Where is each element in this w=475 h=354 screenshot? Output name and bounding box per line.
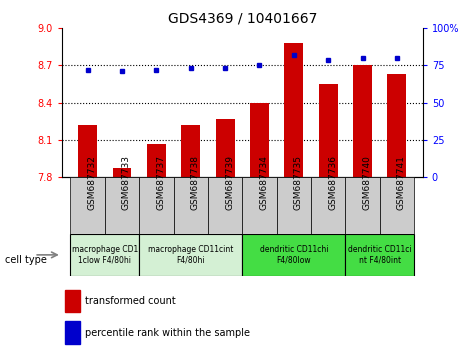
Bar bbox=[113, 168, 132, 177]
Text: GSM687734: GSM687734 bbox=[259, 155, 268, 210]
Bar bbox=[345, 234, 414, 276]
Text: percentile rank within the sample: percentile rank within the sample bbox=[85, 328, 250, 338]
Text: macrophage CD1
1clow F4/80hi: macrophage CD1 1clow F4/80hi bbox=[72, 245, 138, 264]
Text: dendritic CD11ci
nt F4/80int: dendritic CD11ci nt F4/80int bbox=[348, 245, 411, 264]
Text: GSM687736: GSM687736 bbox=[328, 155, 337, 210]
Bar bbox=[216, 119, 235, 177]
Text: GSM687737: GSM687737 bbox=[156, 155, 165, 210]
Bar bbox=[250, 103, 269, 177]
Bar bbox=[285, 43, 303, 177]
Bar bbox=[66, 290, 80, 312]
Bar bbox=[353, 65, 372, 177]
Bar bbox=[208, 177, 242, 234]
Text: dendritic CD11chi
F4/80low: dendritic CD11chi F4/80low bbox=[259, 245, 328, 264]
Text: GSM687741: GSM687741 bbox=[397, 155, 406, 210]
Text: GSM687735: GSM687735 bbox=[294, 155, 303, 210]
Bar bbox=[319, 84, 338, 177]
Bar bbox=[66, 321, 80, 344]
Bar bbox=[311, 177, 345, 234]
Text: cell type: cell type bbox=[5, 255, 47, 265]
Bar bbox=[345, 177, 380, 234]
Bar bbox=[139, 234, 242, 276]
Text: GSM687740: GSM687740 bbox=[362, 155, 371, 210]
Bar bbox=[105, 177, 139, 234]
Text: GSM687733: GSM687733 bbox=[122, 155, 131, 210]
Bar bbox=[380, 177, 414, 234]
Text: GSM687738: GSM687738 bbox=[190, 155, 200, 210]
Bar bbox=[139, 177, 173, 234]
Bar bbox=[78, 125, 97, 177]
Title: GDS4369 / 10401667: GDS4369 / 10401667 bbox=[168, 12, 317, 26]
Bar bbox=[70, 234, 139, 276]
Bar bbox=[388, 74, 406, 177]
Text: transformed count: transformed count bbox=[85, 296, 176, 306]
Bar bbox=[242, 234, 345, 276]
Bar bbox=[147, 143, 166, 177]
Bar bbox=[181, 125, 200, 177]
Bar bbox=[70, 177, 105, 234]
Text: GSM687739: GSM687739 bbox=[225, 155, 234, 210]
Bar bbox=[173, 177, 208, 234]
Text: macrophage CD11cint
F4/80hi: macrophage CD11cint F4/80hi bbox=[148, 245, 233, 264]
Bar bbox=[242, 177, 276, 234]
Text: GSM687732: GSM687732 bbox=[87, 155, 96, 210]
Bar bbox=[276, 177, 311, 234]
